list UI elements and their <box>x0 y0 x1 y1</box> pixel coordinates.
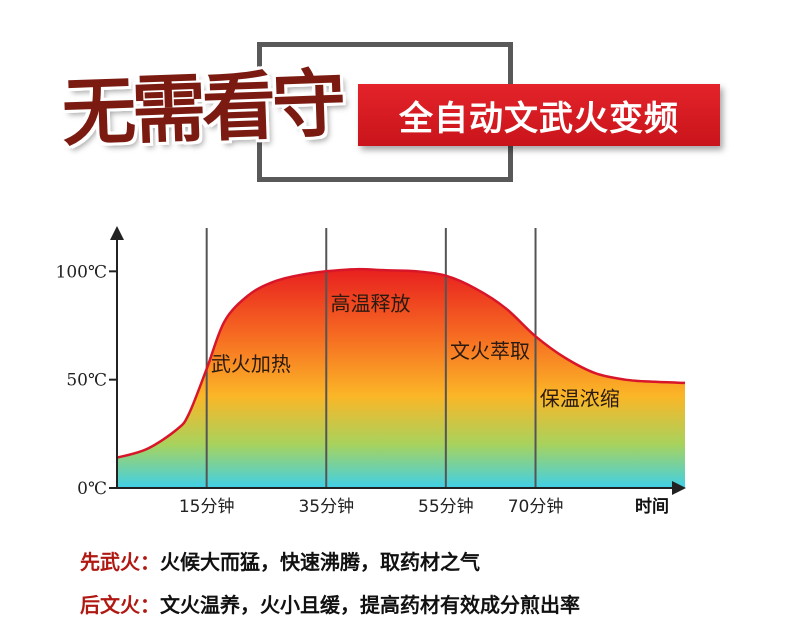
x-axis-label: 时间 <box>635 496 669 517</box>
x-tick-label-15: 15分钟 <box>179 497 235 517</box>
note-strong-fire: 先武火：火候大而猛，快速沸腾，取药材之气 <box>80 546 480 575</box>
y-tick-label-0: 0℃ <box>77 479 107 499</box>
note-gentle-fire-text: 文火温养，火小且缓，提高药材有效成分煎出率 <box>160 593 580 617</box>
y-tick-label-50: 50℃ <box>66 371 107 391</box>
y-axis-arrow <box>110 226 124 240</box>
x-tick-label-35: 35分钟 <box>298 497 354 517</box>
temperature-area <box>117 269 685 488</box>
stage-label-1: 武火加热 <box>211 352 291 376</box>
note-gentle-fire-label: 后文火： <box>80 593 160 617</box>
note-strong-fire-text: 火候大而猛，快速沸腾，取药材之气 <box>160 550 480 574</box>
x-axis-arrow <box>672 481 686 495</box>
stage-label-2: 高温释放 <box>330 291 410 315</box>
y-tick-label-100: 100℃ <box>56 262 107 282</box>
x-tick-label-55: 55分钟 <box>418 497 474 517</box>
stage-label-4: 保温浓缩 <box>540 387 620 411</box>
note-gentle-fire: 后文火：文火温养，火小且缓，提高药材有效成分煎出率 <box>80 589 580 618</box>
sub-title-banner: 全自动文武火变频 <box>358 84 720 146</box>
temperature-chart: 0℃ 50℃ 100℃ 15分钟 35分钟 55分钟 70分钟 武火加热 高温释放文火萃取保… <box>56 226 686 517</box>
temperature-line <box>116 267 686 459</box>
x-tick-label-70: 70分钟 <box>508 497 564 517</box>
stage-label-3: 文火萃取 <box>450 339 530 363</box>
note-strong-fire-label: 先武火： <box>80 550 160 574</box>
